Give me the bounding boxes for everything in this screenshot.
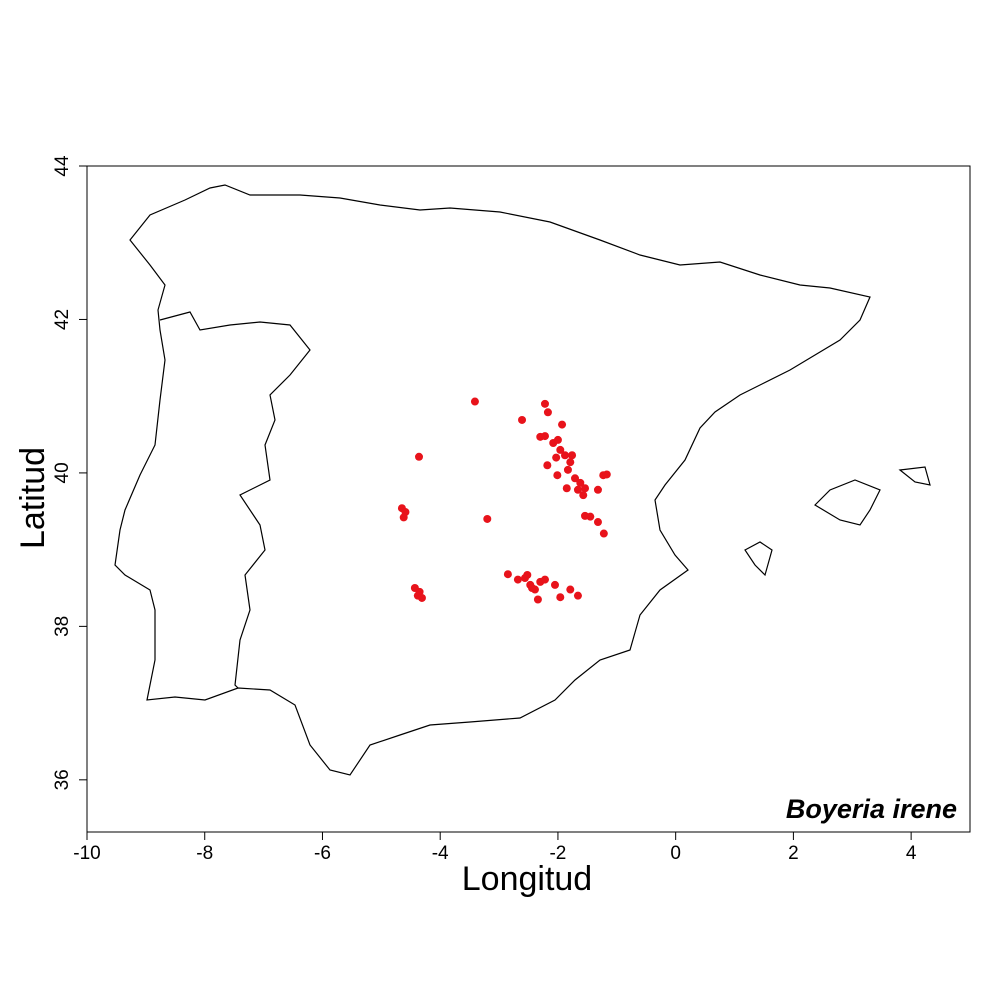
x-tick-label: -6 xyxy=(314,843,331,864)
occurrence-point xyxy=(503,570,512,579)
occurrence-point xyxy=(543,461,552,470)
occurrence-point xyxy=(543,408,552,417)
occurrence-point xyxy=(566,585,575,594)
occurrence-point xyxy=(552,453,561,462)
occurrence-point xyxy=(560,451,569,460)
occurrence-point xyxy=(568,451,577,460)
x-tick-label: -10 xyxy=(73,843,100,864)
portugal-border xyxy=(159,311,311,689)
occurrence-point xyxy=(540,399,549,408)
occurrence-point xyxy=(513,575,522,584)
occurrence-point xyxy=(573,485,582,494)
occurrence-point xyxy=(540,575,549,584)
occurrence-point xyxy=(553,471,562,480)
x-tick-label: 0 xyxy=(670,843,681,864)
y-tick-label: 40 xyxy=(52,462,73,483)
occurrence-point xyxy=(576,478,585,487)
species-annotation: Boyeria irene xyxy=(786,794,957,824)
occurrence-point xyxy=(579,491,588,500)
occurrence-point xyxy=(581,511,590,520)
x-tick-label: -8 xyxy=(196,843,213,864)
x-axis-label: Longitud xyxy=(462,860,592,898)
occurrence-point xyxy=(602,470,611,479)
occurrence-point xyxy=(593,485,602,494)
occurrence-point xyxy=(563,465,572,474)
occurrence-point xyxy=(573,591,582,600)
occurrence-point xyxy=(415,452,424,461)
x-tick-label: 4 xyxy=(906,843,917,864)
occurrence-point xyxy=(518,415,527,424)
coastline xyxy=(114,184,931,776)
occurrence-point xyxy=(553,435,562,444)
occurrence-point xyxy=(581,484,590,493)
occurrence-point xyxy=(571,474,580,483)
occurrence-point xyxy=(417,593,426,602)
x-tick-label: -4 xyxy=(432,843,449,864)
occurrence-point xyxy=(483,514,492,523)
menorca xyxy=(898,466,931,486)
occurrence-point xyxy=(528,584,537,593)
mallorca xyxy=(814,479,881,526)
occurrence-point xyxy=(523,570,532,579)
x-tick-label: -2 xyxy=(549,843,566,864)
y-tick-label: 42 xyxy=(52,309,73,330)
occurrence-point xyxy=(550,580,559,589)
occurrence-point xyxy=(556,445,565,454)
y-tick-label: 36 xyxy=(52,769,73,790)
x-tick-label: 2 xyxy=(788,843,799,864)
occurrence-point xyxy=(470,397,479,406)
occurrence-point xyxy=(399,513,408,522)
occurrence-point xyxy=(566,458,575,467)
ibiza xyxy=(744,541,773,577)
occurrence-point xyxy=(593,518,602,527)
occurrence-point xyxy=(599,529,608,538)
y-tick-label: 38 xyxy=(52,616,73,637)
y-tick-label: 44 xyxy=(52,155,73,177)
occurrence-point xyxy=(562,484,571,493)
y-axis-label: Latitud xyxy=(14,447,52,549)
occurrence-point xyxy=(540,432,549,441)
occurrence-point xyxy=(533,595,542,604)
iberia-outline xyxy=(114,184,871,776)
occurrence-point xyxy=(558,420,567,429)
plot-frame xyxy=(86,165,971,833)
occurrence-point xyxy=(556,593,565,602)
